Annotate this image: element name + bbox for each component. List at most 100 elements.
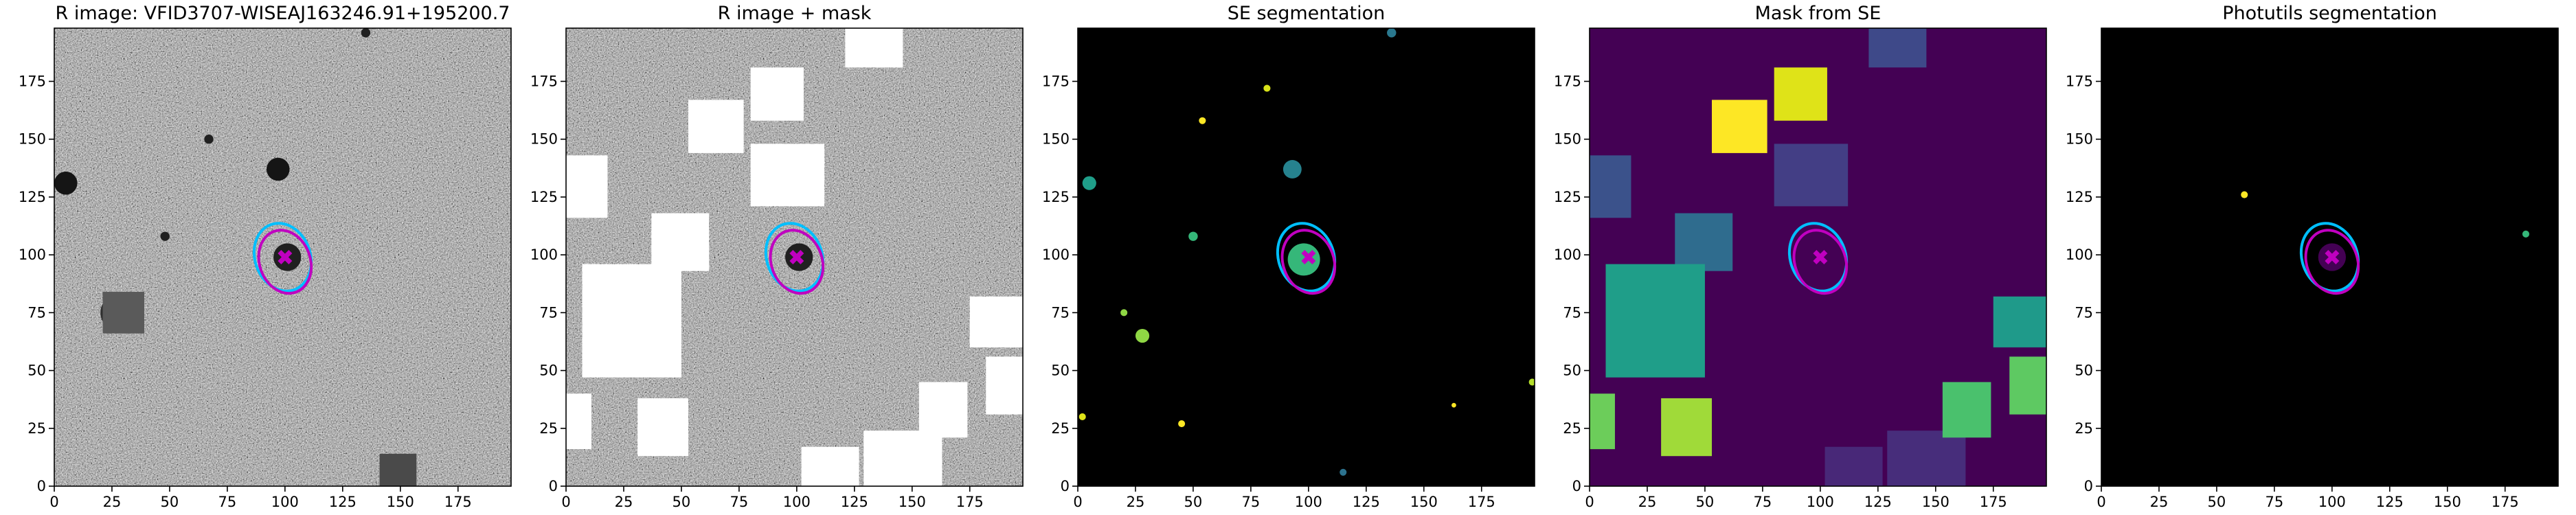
x-tick-label: 25 [1638,494,1657,510]
y-tick-label: 100 [1042,247,1070,263]
blob [266,157,290,181]
y-tick-label: 125 [2066,189,2093,205]
x-tick-label: 175 [956,494,984,510]
aperture-ellipse [2304,229,2360,295]
x-tick-label: 75 [1242,494,1261,510]
blob [361,28,371,38]
mask-region [1712,100,1767,153]
y-tick-label: 25 [27,420,46,437]
aperture-ellipse [1792,229,1849,295]
x-tick-label: 25 [103,494,122,510]
y-tick-label: 175 [1042,73,1070,89]
mask-region [969,296,1023,347]
mask-region [1824,446,1883,486]
x-tick-label: 100 [1807,494,1834,510]
blob [1283,160,1302,179]
image-area [54,28,511,486]
mask-region [845,28,903,68]
mask-region [102,292,144,334]
x-tick-label: 125 [841,494,868,510]
aperture-ellipse [769,229,825,295]
panel: R image: VFID3707-WISEAJ163246.91+195200… [19,3,512,510]
y-tick-label: 125 [530,189,558,205]
y-tick-label: 75 [27,304,46,321]
x-tick-label: 125 [329,494,357,510]
aperture-ellipse [1280,229,1337,295]
blob [1387,28,1397,38]
center-marker [2325,250,2340,264]
y-tick-label: 150 [530,131,558,148]
y-tick-label: 150 [2066,131,2093,148]
y-tick-label: 50 [2075,363,2093,379]
mask-region [637,398,689,457]
x-tick-label: 100 [783,494,811,510]
y-tick-label: 100 [530,247,558,263]
mask-region [1774,67,1827,121]
axes-frame [565,27,1024,487]
blob [1120,309,1128,317]
axes-frame [54,27,512,487]
mask-region [2009,356,2046,415]
panel-title: SE segmentation [1228,3,1385,24]
y-tick-label: 75 [539,304,558,321]
x-tick-label: 75 [2266,494,2284,510]
panel: SE segmentation 0 25 50 75 100 125 150 175 0 25 50 7… [1042,3,1535,510]
x-tick-label: 50 [161,494,179,510]
axes-frame [2101,27,2559,487]
aperture-ellipse [764,222,825,293]
mask-region [1774,144,1849,207]
x-tick-label: 125 [1353,494,1380,510]
y-tick-label: 75 [1051,304,1070,321]
blob [2241,191,2248,198]
x-tick-label: 75 [730,494,749,510]
mask-region [1868,28,1927,68]
x-tick-label: 25 [1127,494,1145,510]
panel: R image + mask 0 25 50 75 100 125 150 175 0 25 50 75… [530,3,1024,510]
y-tick-label: 0 [549,478,558,494]
blob [204,134,214,144]
y-tick-label: 25 [1051,420,1070,437]
blob [1188,231,1198,241]
image-area [1590,28,2046,486]
aperture-ellipse [257,229,313,295]
blob [1078,413,1086,420]
center-marker [1301,250,1316,264]
mask-region [379,453,417,486]
blob [160,231,170,241]
y-tick-label: 50 [1563,363,1581,379]
panel-title: R image: VFID3707-WISEAJ163246.91+195200… [56,3,510,24]
x-tick-label: 175 [1980,494,2007,510]
y-tick-label: 25 [2075,420,2093,437]
x-tick-label: 150 [1410,494,1438,510]
x-tick-label: 75 [1754,494,1772,510]
blob [1451,402,1456,408]
y-tick-label: 50 [1051,363,1070,379]
mask-region [986,356,1023,415]
y-tick-label: 100 [19,247,46,263]
blob [2522,230,2530,238]
panel: Photutils segmentation 0 25 50 75 100 125 150 17… [2066,3,2559,510]
y-tick-label: 50 [539,363,558,379]
x-tick-label: 175 [444,494,472,510]
mask-region [1993,296,2046,347]
center-marker [278,250,293,264]
mask-region [801,446,859,486]
y-tick-label: 75 [1563,304,1581,321]
x-tick-label: 125 [1864,494,1892,510]
blob [1199,117,1206,124]
blob [54,171,78,195]
y-tick-label: 150 [19,131,46,148]
image-area [566,28,1023,486]
mask-region [1661,398,1713,457]
y-tick-label: 0 [1061,478,1070,494]
mask-region [1590,393,1615,450]
y-tick-label: 0 [1572,478,1581,494]
y-tick-label: 150 [1042,131,1070,148]
aperture-ellipse [252,222,313,293]
mask-region [918,382,968,438]
y-tick-label: 100 [2066,247,2093,263]
x-tick-label: 50 [1184,494,1203,510]
y-tick-label: 175 [530,73,558,89]
x-tick-label: 150 [899,494,926,510]
mask-region [1887,431,1966,486]
